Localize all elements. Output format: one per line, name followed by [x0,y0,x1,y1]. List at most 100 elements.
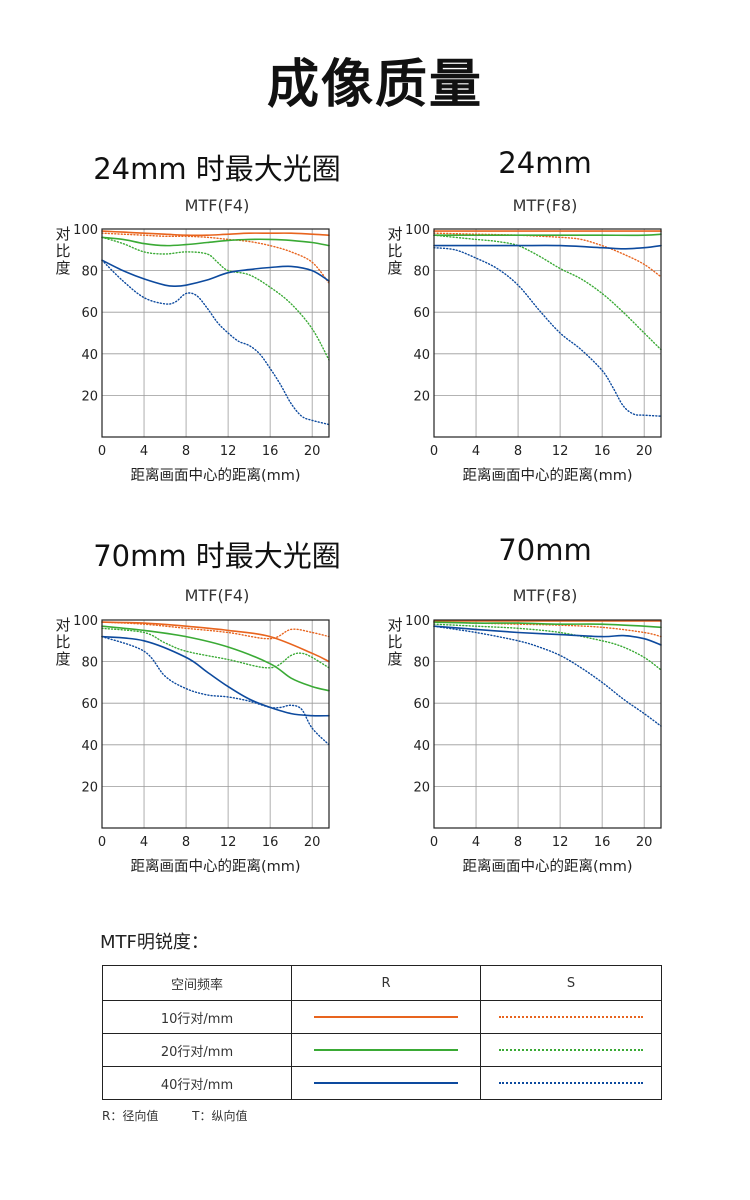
series-line-20-r [101,236,330,247]
series-line-10-r [101,230,330,237]
x-tick-label: 8 [182,835,190,850]
y-tick-label: 80 [81,656,98,671]
x-tick-label: 8 [182,444,190,459]
y-tick-label: 100 [405,223,430,238]
y-tick-label: 20 [81,780,98,795]
y-tick-label: 100 [73,614,98,629]
y-axis-label: 对比度 [55,225,70,277]
series-line-20-r [433,233,662,237]
legend-header-r: R [291,965,481,1001]
y-tick-label: 80 [81,265,98,280]
legend-header-s: S [480,965,662,1001]
x-tick-label: 0 [98,835,106,850]
series-line-40-s [101,635,330,746]
legend-r-sample-cell [291,1033,481,1067]
series-line-10-r [101,621,330,663]
series-line-40-s [433,625,662,727]
y-tick-label: 60 [413,697,430,712]
x-axis-label: 距离画面中心的距离(mm) [462,858,632,875]
y-tick-label: 40 [81,348,98,363]
x-tick-label: 4 [140,444,148,459]
y-tick-label: 40 [413,739,430,754]
footnote: R：径向值 T：纵向值 [102,1107,278,1124]
y-tick-label: 40 [413,348,430,363]
series-line-20-s [433,623,662,671]
chart-subtitle-1: MTF(F4) [184,196,250,215]
x-tick-label: 8 [514,835,522,850]
x-tick-label: 20 [636,444,653,459]
chart-subtitle-2: MTF(F8) [512,196,578,215]
series-line-20-s [101,236,330,361]
page-title: 成像质量 [266,55,483,115]
x-tick-label: 16 [594,444,611,459]
legend-line-r-10 [314,1016,458,1018]
x-tick-label: 20 [304,444,321,459]
y-tick-label: 60 [81,306,98,321]
x-tick-label: 16 [262,444,279,459]
series-line-10-s [101,232,330,284]
y-tick-label: 20 [413,389,430,404]
chart-heading-3: 70mm 时最大光圈 [93,539,341,573]
x-axis-label: 距离画面中心的距离(mm) [130,858,300,875]
legend-title: MTF明锐度： [100,932,209,953]
x-tick-label: 16 [262,835,279,850]
legend-s-sample-cell [480,1033,662,1067]
legend-row-label: 10行对/mm [102,1000,292,1034]
legend-row-20: 20行对/mm [102,1033,662,1067]
series-line-20-s [433,234,662,351]
x-tick-label: 20 [636,835,653,850]
y-tick-label: 60 [81,697,98,712]
y-tick-label: 80 [413,656,430,671]
x-tick-label: 4 [140,835,148,850]
series-line-20-r [101,625,330,692]
legend-s-sample-cell [480,1066,662,1100]
plot-frame [101,228,330,438]
series-line-40-r [101,259,330,288]
x-tick-label: 0 [430,444,438,459]
legend-r-sample-cell [291,1000,481,1034]
chart-subtitle-3: MTF(F4) [184,586,250,605]
series-line-40-r [433,625,662,646]
x-tick-label: 4 [472,444,480,459]
legend-row-label: 40行对/mm [102,1066,292,1100]
x-tick-label: 12 [552,835,569,850]
series-line-40-s [101,259,330,426]
y-tick-label: 100 [73,223,98,238]
y-tick-label: 20 [413,780,430,795]
series-line-20-r [433,621,662,629]
y-tick-label: 80 [413,265,430,280]
x-axis-label: 距离画面中心的距离(mm) [462,467,632,484]
plot-frame [101,619,330,829]
x-tick-label: 0 [430,835,438,850]
x-tick-label: 12 [220,444,237,459]
x-tick-label: 20 [304,835,321,850]
chart-heading-1: 24mm 时最大光圈 [93,152,341,186]
x-tick-label: 12 [220,835,237,850]
footnote-r: R：径向值 [102,1109,159,1123]
x-tick-label: 4 [472,835,480,850]
series-line-10-s [101,621,330,640]
legend-line-r-20 [314,1049,458,1051]
legend-table: 空间频率 R S 10行对/mm 20行对/mm 40行对/mm [102,965,662,1100]
legend-header-row: 空间频率 R S [102,965,662,1001]
legend-line-s-20 [499,1049,643,1051]
y-tick-label: 60 [413,306,430,321]
chart-heading-2: 24mm [498,146,592,180]
legend-line-s-40 [499,1082,643,1084]
y-axis-label: 对比度 [387,225,402,277]
series-line-20-s [101,627,330,669]
series-line-40-s [433,247,662,417]
x-axis-label: 距离画面中心的距离(mm) [130,467,300,484]
legend-row-40: 40行对/mm [102,1066,662,1100]
y-tick-label: 20 [81,389,98,404]
y-tick-label: 40 [81,739,98,754]
chart-subtitle-4: MTF(F8) [512,586,578,605]
y-axis-label: 对比度 [55,616,70,668]
legend-row-10: 10行对/mm [102,1000,662,1034]
legend-r-sample-cell [291,1066,481,1100]
legend-s-sample-cell [480,1000,662,1034]
x-tick-label: 0 [98,444,106,459]
